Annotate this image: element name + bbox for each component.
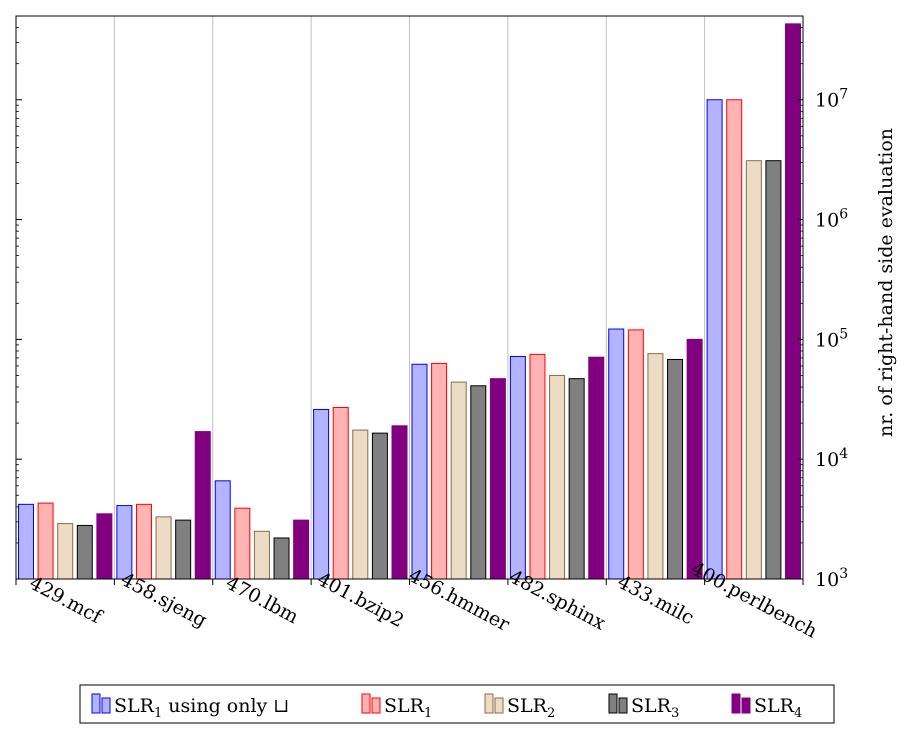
bar: [37, 502, 54, 580]
y-tick-label: 107: [815, 87, 848, 112]
bar: [686, 338, 703, 580]
y-axis-title: nr. of right-hand side evaluation: [875, 128, 897, 437]
bar: [194, 431, 211, 580]
bar: [450, 381, 467, 580]
bar: [332, 407, 349, 580]
bar: [273, 537, 290, 580]
legend: SLR1 using only ⊔ SLR1 SLR2 SLR3 SLR4: [79, 684, 835, 724]
legend-label: SLR1 using only ⊔: [114, 695, 289, 721]
bar: [371, 432, 388, 580]
bar: [96, 513, 113, 580]
bar: [234, 507, 251, 580]
bar: [608, 328, 625, 580]
bar: [352, 429, 369, 580]
bar: [529, 353, 546, 580]
bar: [253, 530, 270, 580]
bar: [627, 329, 644, 580]
x-category-label: 433.milc: [614, 571, 698, 629]
legend-swatch: [608, 693, 618, 714]
bar: [726, 99, 743, 580]
bar: [313, 408, 330, 580]
bar: [411, 363, 428, 580]
x-category-label: 429.mcf: [26, 572, 107, 629]
legend-swatch: [371, 697, 381, 714]
bar: [489, 378, 506, 580]
bar: [116, 505, 133, 580]
bar: [391, 425, 408, 580]
bar: [470, 385, 487, 580]
bar: [509, 355, 526, 580]
bar: [155, 516, 172, 580]
y-tick-label: 103: [815, 566, 848, 591]
bars: [17, 23, 802, 580]
y-tick-label: 105: [815, 326, 848, 351]
legend-swatch: [494, 697, 504, 714]
bar: [214, 480, 231, 580]
legend-swatch: [91, 693, 101, 714]
legend-swatch: [618, 697, 628, 714]
x-category-label: 470.lbm: [222, 572, 302, 628]
bar: [765, 160, 782, 580]
bar: [745, 160, 762, 580]
bar: [785, 23, 802, 580]
bar: [568, 378, 585, 580]
bar: [293, 519, 310, 580]
bar: [135, 503, 152, 580]
legend-swatch: [101, 697, 111, 714]
bar: [76, 524, 93, 580]
bar: [549, 374, 566, 580]
bar: [175, 519, 192, 580]
bar: [647, 353, 664, 580]
grid-lines: [113, 16, 706, 579]
bar: [17, 503, 34, 580]
bar: [588, 356, 605, 580]
legend-swatch: [484, 693, 494, 714]
y-minor-ticks: [16, 27, 803, 544]
legend-swatch: [741, 697, 751, 714]
legend-box: [79, 684, 835, 724]
bar: [706, 99, 723, 580]
bar: [431, 362, 448, 580]
y-tick-label: 104: [815, 446, 848, 471]
legend-swatch: [731, 693, 741, 714]
bar: [57, 523, 74, 580]
bar: [667, 358, 684, 580]
legend-swatch: [361, 693, 371, 714]
y-tick-label: 106: [815, 207, 848, 232]
